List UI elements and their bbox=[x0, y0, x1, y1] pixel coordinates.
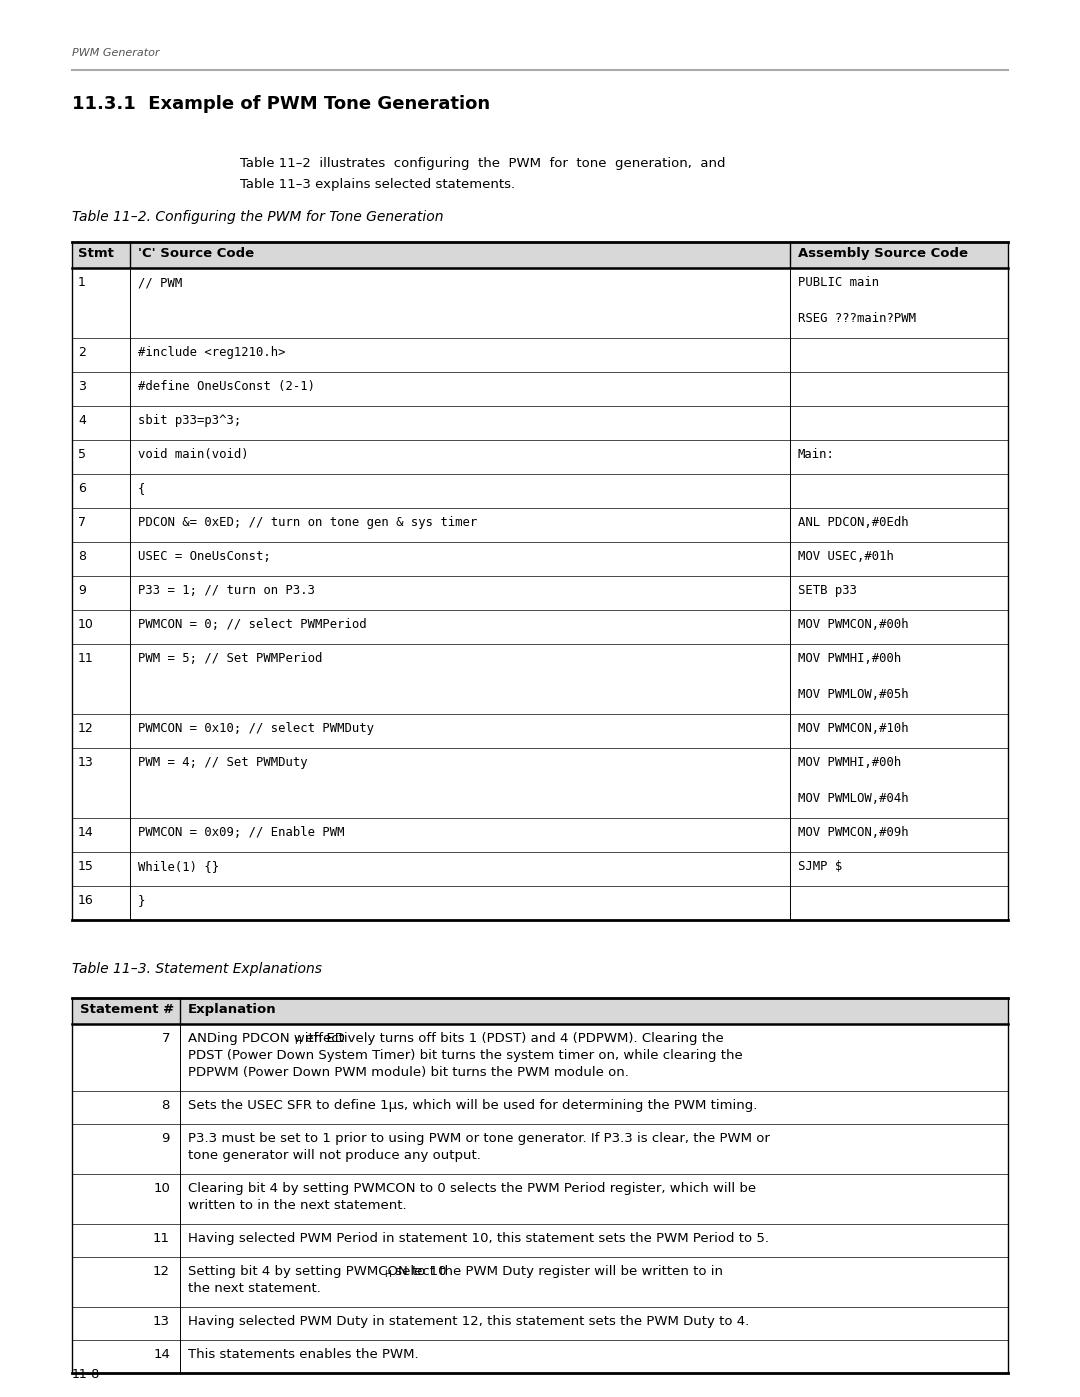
Text: 1: 1 bbox=[78, 277, 86, 289]
Text: select the PWM Duty register will be written to in: select the PWM Duty register will be wri… bbox=[391, 1266, 724, 1278]
Bar bbox=[72, 997, 1008, 1024]
Text: written to in the next statement.: written to in the next statement. bbox=[188, 1199, 407, 1213]
Text: P3.3 must be set to 1 prior to using PWM or tone generator. If P3.3 is clear, th: P3.3 must be set to 1 prior to using PWM… bbox=[188, 1132, 770, 1146]
Text: MOV PWMLOW,#04h: MOV PWMLOW,#04h bbox=[798, 792, 908, 805]
Text: MOV PWMCON,#00h: MOV PWMCON,#00h bbox=[798, 617, 908, 631]
Text: SJMP $: SJMP $ bbox=[798, 861, 842, 873]
Text: Table 11–2  illustrates  configuring  the  PWM  for  tone  generation,  and: Table 11–2 illustrates configuring the P… bbox=[240, 156, 726, 170]
Text: 11-8: 11-8 bbox=[72, 1368, 100, 1382]
Text: 7: 7 bbox=[162, 1032, 170, 1045]
Text: PWMCON = 0; // select PWMPeriod: PWMCON = 0; // select PWMPeriod bbox=[138, 617, 366, 631]
Text: 'C' Source Code: 'C' Source Code bbox=[138, 247, 254, 260]
Text: PDCON &= 0xED; // turn on tone gen & sys timer: PDCON &= 0xED; // turn on tone gen & sys… bbox=[138, 515, 477, 529]
Text: Clearing bit 4 by setting PWMCON to 0 selects the PWM Period register, which wil: Clearing bit 4 by setting PWMCON to 0 se… bbox=[188, 1182, 756, 1194]
Text: PWM = 5; // Set PWMPeriod: PWM = 5; // Set PWMPeriod bbox=[138, 652, 322, 665]
Text: MOV USEC,#01h: MOV USEC,#01h bbox=[798, 550, 894, 563]
Text: Having selected PWM Duty in statement 12, this statement sets the PWM Duty to 4.: Having selected PWM Duty in statement 12… bbox=[188, 1315, 750, 1329]
Text: PWM Generator: PWM Generator bbox=[72, 47, 160, 59]
Text: PDPWM (Power Down PWM module) bit turns the PWM module on.: PDPWM (Power Down PWM module) bit turns … bbox=[188, 1066, 629, 1078]
Text: 6: 6 bbox=[78, 482, 86, 495]
Text: 11: 11 bbox=[153, 1232, 170, 1245]
Text: 16: 16 bbox=[78, 894, 94, 907]
Text: 2: 2 bbox=[78, 346, 86, 359]
Text: 10: 10 bbox=[153, 1182, 170, 1194]
Text: 4: 4 bbox=[78, 414, 86, 427]
Text: 5: 5 bbox=[78, 448, 86, 461]
Text: 13: 13 bbox=[78, 756, 94, 768]
Text: Table 11–3 explains selected statements.: Table 11–3 explains selected statements. bbox=[240, 177, 515, 191]
Text: tone generator will not produce any output.: tone generator will not produce any outp… bbox=[188, 1148, 481, 1162]
Text: MOV PWMHI,#00h: MOV PWMHI,#00h bbox=[798, 652, 901, 665]
Text: 15: 15 bbox=[78, 861, 94, 873]
Text: sbit p33=p3^3;: sbit p33=p3^3; bbox=[138, 414, 241, 427]
Text: H: H bbox=[294, 1037, 300, 1046]
Text: 8: 8 bbox=[162, 1099, 170, 1112]
Text: RSEG ???main?PWM: RSEG ???main?PWM bbox=[798, 312, 916, 326]
Bar bbox=[72, 242, 1008, 268]
Text: Having selected PWM Period in statement 10, this statement sets the PWM Period t: Having selected PWM Period in statement … bbox=[188, 1232, 769, 1245]
Text: the next statement.: the next statement. bbox=[188, 1282, 321, 1295]
Text: Main:: Main: bbox=[798, 448, 835, 461]
Text: MOV PWMLOW,#05h: MOV PWMLOW,#05h bbox=[798, 687, 908, 701]
Text: 9: 9 bbox=[78, 584, 86, 597]
Text: ANL PDCON,#0Edh: ANL PDCON,#0Edh bbox=[798, 515, 908, 529]
Text: PWM = 4; // Set PWMDuty: PWM = 4; // Set PWMDuty bbox=[138, 756, 308, 768]
Text: 11.3.1  Example of PWM Tone Generation: 11.3.1 Example of PWM Tone Generation bbox=[72, 95, 490, 113]
Text: SETB p33: SETB p33 bbox=[798, 584, 858, 597]
Text: Table 11–3. Statement Explanations: Table 11–3. Statement Explanations bbox=[72, 963, 322, 977]
Text: This statements enables the PWM.: This statements enables the PWM. bbox=[188, 1348, 419, 1361]
Text: 12: 12 bbox=[78, 722, 94, 735]
Text: #include <reg1210.h>: #include <reg1210.h> bbox=[138, 346, 285, 359]
Text: 14: 14 bbox=[78, 826, 94, 840]
Text: Explanation: Explanation bbox=[188, 1003, 276, 1016]
Text: effectively turns off bits 1 (PDST) and 4 (PDPWM). Clearing the: effectively turns off bits 1 (PDST) and … bbox=[301, 1032, 724, 1045]
Text: PUBLIC main: PUBLIC main bbox=[798, 277, 879, 289]
Text: ANDing PDCON with ED: ANDing PDCON with ED bbox=[188, 1032, 345, 1045]
Text: 12: 12 bbox=[153, 1266, 170, 1278]
Text: PWMCON = 0x09; // Enable PWM: PWMCON = 0x09; // Enable PWM bbox=[138, 826, 345, 840]
Text: Statement #: Statement # bbox=[80, 1003, 174, 1016]
Text: Table 11–2. Configuring the PWM for Tone Generation: Table 11–2. Configuring the PWM for Tone… bbox=[72, 210, 444, 224]
Text: 3: 3 bbox=[78, 380, 86, 393]
Text: MOV PWMCON,#09h: MOV PWMCON,#09h bbox=[798, 826, 908, 840]
Text: {: { bbox=[138, 482, 146, 495]
Text: 7: 7 bbox=[78, 515, 86, 529]
Text: 10: 10 bbox=[78, 617, 94, 631]
Text: 13: 13 bbox=[153, 1315, 170, 1329]
Text: void main(void): void main(void) bbox=[138, 448, 248, 461]
Text: P33 = 1; // turn on P3.3: P33 = 1; // turn on P3.3 bbox=[138, 584, 315, 597]
Text: 11: 11 bbox=[78, 652, 94, 665]
Text: MOV PWMHI,#00h: MOV PWMHI,#00h bbox=[798, 756, 901, 768]
Text: PDST (Power Down System Timer) bit turns the system timer on, while clearing the: PDST (Power Down System Timer) bit turns… bbox=[188, 1049, 743, 1062]
Text: // PWM: // PWM bbox=[138, 277, 183, 289]
Text: #define OneUsConst (2-1): #define OneUsConst (2-1) bbox=[138, 380, 315, 393]
Text: Stmt: Stmt bbox=[78, 247, 113, 260]
Text: Sets the USEC SFR to define 1μs, which will be used for determining the PWM timi: Sets the USEC SFR to define 1μs, which w… bbox=[188, 1099, 757, 1112]
Text: H: H bbox=[384, 1270, 391, 1280]
Text: 14: 14 bbox=[153, 1348, 170, 1361]
Text: Assembly Source Code: Assembly Source Code bbox=[798, 247, 968, 260]
Text: While(1) {}: While(1) {} bbox=[138, 861, 219, 873]
Text: Setting bit 4 by setting PWMCON to 10: Setting bit 4 by setting PWMCON to 10 bbox=[188, 1266, 446, 1278]
Text: MOV PWMCON,#10h: MOV PWMCON,#10h bbox=[798, 722, 908, 735]
Text: PWMCON = 0x10; // select PWMDuty: PWMCON = 0x10; // select PWMDuty bbox=[138, 722, 374, 735]
Text: 9: 9 bbox=[162, 1132, 170, 1146]
Text: }: } bbox=[138, 894, 146, 907]
Text: 8: 8 bbox=[78, 550, 86, 563]
Text: USEC = OneUsConst;: USEC = OneUsConst; bbox=[138, 550, 271, 563]
